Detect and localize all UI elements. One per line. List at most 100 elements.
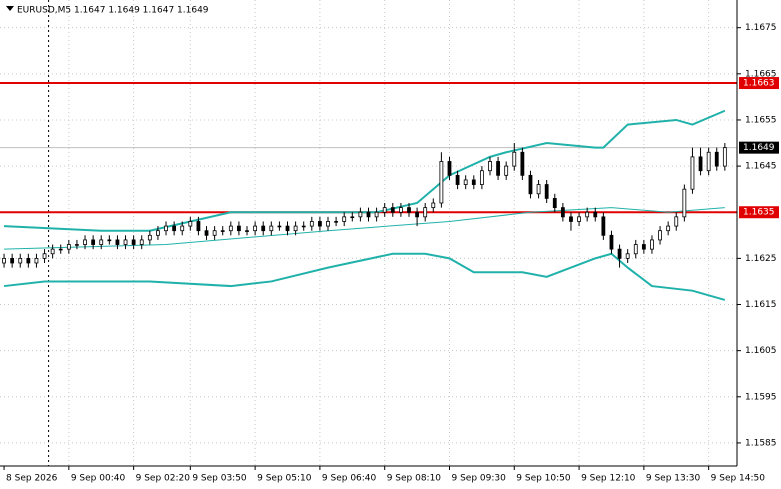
candle-body bbox=[131, 239, 136, 245]
x-tick-label: 8 Sep 2026 bbox=[6, 474, 58, 484]
x-tick-label: 9 Sep 05:10 bbox=[257, 474, 312, 484]
candle-body bbox=[658, 230, 662, 241]
candle-body bbox=[285, 225, 290, 232]
candle-body bbox=[2, 257, 6, 264]
x-tick-label: 9 Sep 00:40 bbox=[71, 474, 126, 484]
indicator-line bbox=[3, 252, 726, 301]
candle-body bbox=[374, 211, 379, 218]
candle-body bbox=[455, 174, 460, 185]
x-tick-label: 9 Sep 02:20 bbox=[136, 474, 191, 484]
candle-body bbox=[164, 225, 168, 232]
candle-body bbox=[212, 230, 217, 236]
candle-body bbox=[50, 248, 55, 255]
y-tick-label: 1.1645 bbox=[745, 162, 777, 172]
candle-body bbox=[463, 179, 468, 185]
candle-body bbox=[123, 239, 128, 245]
candle-body bbox=[253, 225, 258, 232]
price-label-box bbox=[739, 77, 779, 90]
candle-body bbox=[641, 244, 646, 250]
candle-body bbox=[674, 216, 679, 227]
candle-body bbox=[650, 239, 654, 250]
candle-body bbox=[301, 225, 306, 228]
candle-body bbox=[83, 239, 87, 245]
candle-body bbox=[398, 207, 403, 213]
y-tick-label: 1.1605 bbox=[745, 346, 777, 356]
candle-body bbox=[26, 257, 31, 264]
price-label: 1.1663 bbox=[743, 79, 775, 89]
x-tick-label: 9 Sep 06:40 bbox=[322, 474, 377, 484]
candle-body bbox=[706, 151, 711, 172]
candle-body bbox=[479, 170, 484, 185]
x-tick-label: 9 Sep 03:50 bbox=[192, 474, 247, 484]
indicator-line bbox=[4, 207, 725, 250]
candle-body bbox=[180, 225, 185, 232]
candle-body bbox=[172, 225, 177, 232]
candle-body bbox=[75, 244, 79, 246]
candle-body bbox=[107, 239, 112, 242]
price-label-box bbox=[739, 141, 779, 154]
candle-body bbox=[601, 216, 606, 236]
x-tick-label: 9 Sep 10:50 bbox=[516, 474, 571, 484]
x-tick-label: 9 Sep 08:10 bbox=[387, 474, 442, 484]
candle-body bbox=[196, 221, 201, 232]
y-tick-label: 1.1675 bbox=[745, 23, 777, 33]
candle-body bbox=[318, 221, 322, 227]
candle-body bbox=[552, 197, 557, 209]
candle-body bbox=[609, 234, 614, 250]
y-tick-label: 1.1625 bbox=[745, 254, 777, 264]
candle-body bbox=[147, 234, 152, 241]
candle-body bbox=[682, 188, 687, 218]
candle-body bbox=[593, 211, 598, 218]
candle-body bbox=[269, 225, 274, 232]
candle-body bbox=[139, 239, 144, 245]
candle-body bbox=[342, 216, 347, 222]
candle-body bbox=[536, 184, 541, 195]
candle-body bbox=[277, 225, 282, 228]
candle-body bbox=[439, 161, 444, 204]
candle-body bbox=[633, 244, 638, 255]
candle-body bbox=[585, 211, 590, 218]
candle-body bbox=[488, 161, 492, 172]
candle-body bbox=[390, 207, 395, 213]
candle-body bbox=[722, 147, 727, 167]
candle-body bbox=[407, 207, 411, 213]
y-tick-label: 1.1595 bbox=[745, 392, 777, 402]
x-tick-label: 9 Sep 14:50 bbox=[711, 474, 766, 484]
price-label: 1.1649 bbox=[743, 143, 775, 153]
candle-body bbox=[245, 230, 249, 232]
y-tick-label: 1.1655 bbox=[745, 115, 777, 125]
y-tick-label: 1.1615 bbox=[745, 300, 777, 310]
y-tick-label: 1.1665 bbox=[745, 69, 777, 79]
candle-body bbox=[334, 221, 339, 223]
candle-body bbox=[42, 253, 47, 259]
candle-body bbox=[156, 230, 160, 236]
candle-body bbox=[504, 165, 509, 176]
candle-body bbox=[512, 151, 517, 167]
candle-body bbox=[544, 184, 549, 199]
candle-body bbox=[698, 156, 703, 172]
y-tick-label: 1.1585 bbox=[745, 438, 777, 448]
symbol-marker bbox=[6, 6, 14, 11]
candle-body bbox=[366, 211, 371, 218]
candle-body bbox=[91, 239, 96, 245]
candle-body bbox=[228, 225, 233, 232]
candle-body bbox=[528, 174, 533, 195]
candle-body bbox=[382, 207, 387, 213]
candle-body bbox=[10, 257, 15, 264]
candle-body bbox=[577, 216, 581, 222]
candle-body bbox=[99, 239, 104, 245]
candle-body bbox=[617, 248, 622, 259]
candle-body bbox=[293, 225, 298, 232]
candle-body bbox=[18, 257, 23, 264]
price-label: 1.1635 bbox=[743, 208, 775, 218]
candle-body bbox=[188, 221, 193, 227]
candle-body bbox=[496, 161, 500, 176]
candle-body bbox=[237, 225, 241, 232]
candle-body bbox=[261, 225, 266, 232]
candle-body bbox=[415, 211, 419, 218]
candle-body bbox=[666, 225, 671, 232]
price-label-box bbox=[739, 206, 779, 219]
candle-body bbox=[714, 151, 719, 167]
x-tick-label: 9 Sep 12:10 bbox=[581, 474, 636, 484]
